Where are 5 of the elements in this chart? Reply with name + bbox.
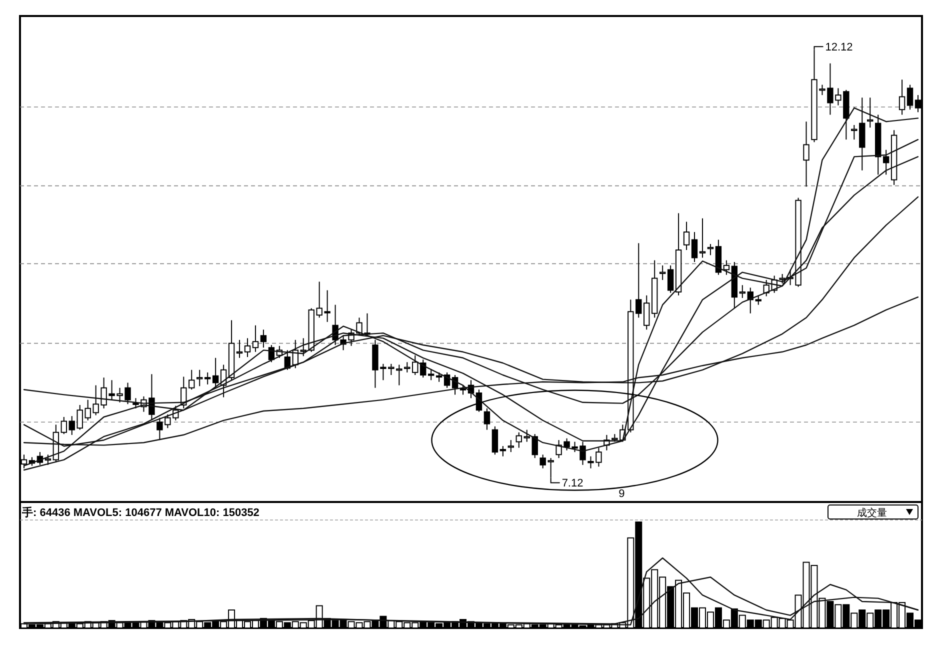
- annotation: 12.12: [825, 42, 853, 54]
- annotation: 7.12: [562, 478, 584, 490]
- text: 成交量: [857, 507, 887, 519]
- annotation: 9: [618, 488, 625, 500]
- text: 手: 64436 MAVOL5: 104677 MAVOL10: 150352: [21, 506, 260, 519]
